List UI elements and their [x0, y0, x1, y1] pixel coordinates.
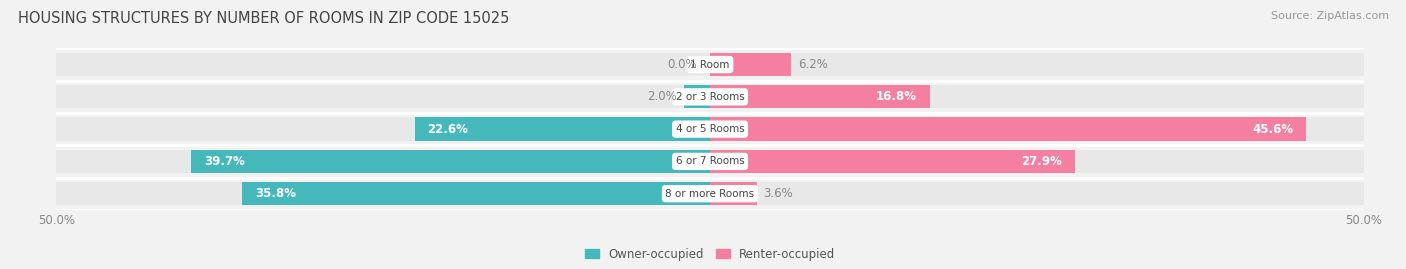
Bar	[56, 150, 1364, 173]
Bar	[683, 85, 710, 108]
Text: 39.7%: 39.7%	[204, 155, 245, 168]
Bar	[710, 118, 1306, 141]
Bar	[710, 85, 929, 108]
Text: 8 or more Rooms: 8 or more Rooms	[665, 189, 755, 199]
Bar	[56, 85, 1364, 108]
Bar	[242, 182, 710, 205]
Text: 27.9%: 27.9%	[1021, 155, 1062, 168]
Text: 1 Room: 1 Room	[690, 59, 730, 70]
Text: 6 or 7 Rooms: 6 or 7 Rooms	[676, 156, 744, 167]
Text: 6.2%: 6.2%	[797, 58, 828, 71]
Text: 16.8%: 16.8%	[876, 90, 917, 103]
Bar	[710, 182, 756, 205]
Text: 35.8%: 35.8%	[254, 187, 297, 200]
Bar	[415, 118, 710, 141]
Text: 0.0%: 0.0%	[668, 58, 697, 71]
Text: 3.6%: 3.6%	[763, 187, 793, 200]
Text: 4 or 5 Rooms: 4 or 5 Rooms	[676, 124, 744, 134]
Text: 22.6%: 22.6%	[427, 123, 468, 136]
Bar	[710, 150, 1074, 173]
Text: Source: ZipAtlas.com: Source: ZipAtlas.com	[1271, 11, 1389, 21]
Bar	[56, 53, 1364, 76]
Bar	[56, 118, 1364, 141]
Legend: Owner-occupied, Renter-occupied: Owner-occupied, Renter-occupied	[579, 243, 841, 265]
Text: 2 or 3 Rooms: 2 or 3 Rooms	[676, 92, 744, 102]
Text: 2.0%: 2.0%	[648, 90, 678, 103]
Text: HOUSING STRUCTURES BY NUMBER OF ROOMS IN ZIP CODE 15025: HOUSING STRUCTURES BY NUMBER OF ROOMS IN…	[18, 11, 509, 26]
Bar	[56, 182, 1364, 205]
Bar	[191, 150, 710, 173]
Bar	[710, 53, 792, 76]
Text: 45.6%: 45.6%	[1253, 123, 1294, 136]
